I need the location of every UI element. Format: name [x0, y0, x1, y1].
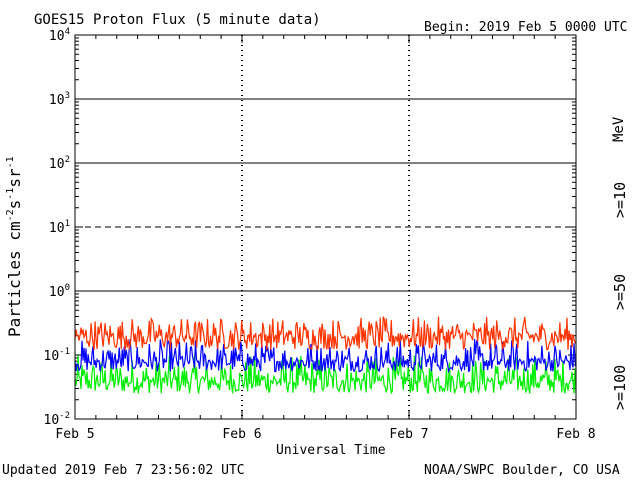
- y-tick-base: 10: [44, 413, 60, 428]
- legend: >=10 >=50 >=100: [611, 182, 629, 410]
- y-tick-base: 10: [44, 349, 60, 364]
- x-tick-label: Feb 7: [389, 427, 428, 442]
- x-tick-label: Feb 5: [55, 427, 94, 442]
- y-tick-base: 10: [49, 93, 65, 108]
- y-tick-base: 10: [49, 157, 65, 172]
- y-axis-label-exp1: -2: [5, 209, 16, 221]
- series-layer: [74, 316, 577, 395]
- flux-series-line: [74, 316, 577, 351]
- y-tick-exponent: 4: [65, 27, 70, 37]
- y-tick-exponent: -1: [59, 347, 70, 357]
- y-tick-exponent: 0: [65, 283, 70, 293]
- legend-entry: >=50: [611, 274, 629, 310]
- y-axis-label-exp2: -1: [5, 188, 16, 200]
- y-tick-base: 10: [49, 29, 65, 44]
- y-axis-label-sr: sr: [5, 168, 24, 188]
- x-tick-label: Feb 8: [556, 427, 595, 442]
- y-axis-label: Particles cm-2s-1sr-1: [5, 156, 24, 337]
- flux-series-line: [74, 337, 577, 374]
- y-tick-label: 103: [49, 91, 70, 108]
- y-tick-base: 10: [49, 221, 65, 236]
- y-tick-label: 10-2: [44, 411, 71, 428]
- y-tick-label: 102: [49, 155, 70, 172]
- legend-entry: >=100: [611, 365, 629, 410]
- x-axis-label: Universal Time: [276, 443, 386, 458]
- y-tick-base: 10: [49, 285, 65, 300]
- y-tick-exponent: 1: [65, 219, 70, 229]
- y-axis-label-s: s: [5, 200, 24, 210]
- chart-title: GOES15 Proton Flux (5 minute data): [34, 12, 321, 28]
- y-tick-label: 104: [49, 27, 70, 44]
- y-tick-exponent: 3: [65, 91, 70, 101]
- y-tick-exponent: 2: [65, 155, 70, 165]
- y-axis-label-main: Particles cm: [5, 221, 24, 337]
- y-axis-label-exp3: -1: [5, 156, 16, 168]
- legend-entry: >=10: [611, 182, 629, 218]
- updated-timestamp: Updated 2019 Feb 7 23:56:02 UTC: [2, 463, 245, 478]
- data-source: NOAA/SWPC Boulder, CO USA: [424, 463, 620, 478]
- x-tick-label: Feb 6: [222, 427, 261, 442]
- y-tick-label: 10-1: [44, 347, 71, 364]
- plot-frame: [74, 34, 577, 420]
- units-label: MeV: [611, 116, 627, 142]
- x-tick-labels: Feb 5 Feb 6 Feb 7 Feb 8: [55, 427, 595, 442]
- y-tick-label: 101: [49, 219, 70, 236]
- begin-time: Begin: 2019 Feb 5 0000 UTC: [424, 20, 628, 35]
- y-tick-label: 100: [49, 283, 70, 300]
- y-tick-exponent: -2: [59, 411, 70, 421]
